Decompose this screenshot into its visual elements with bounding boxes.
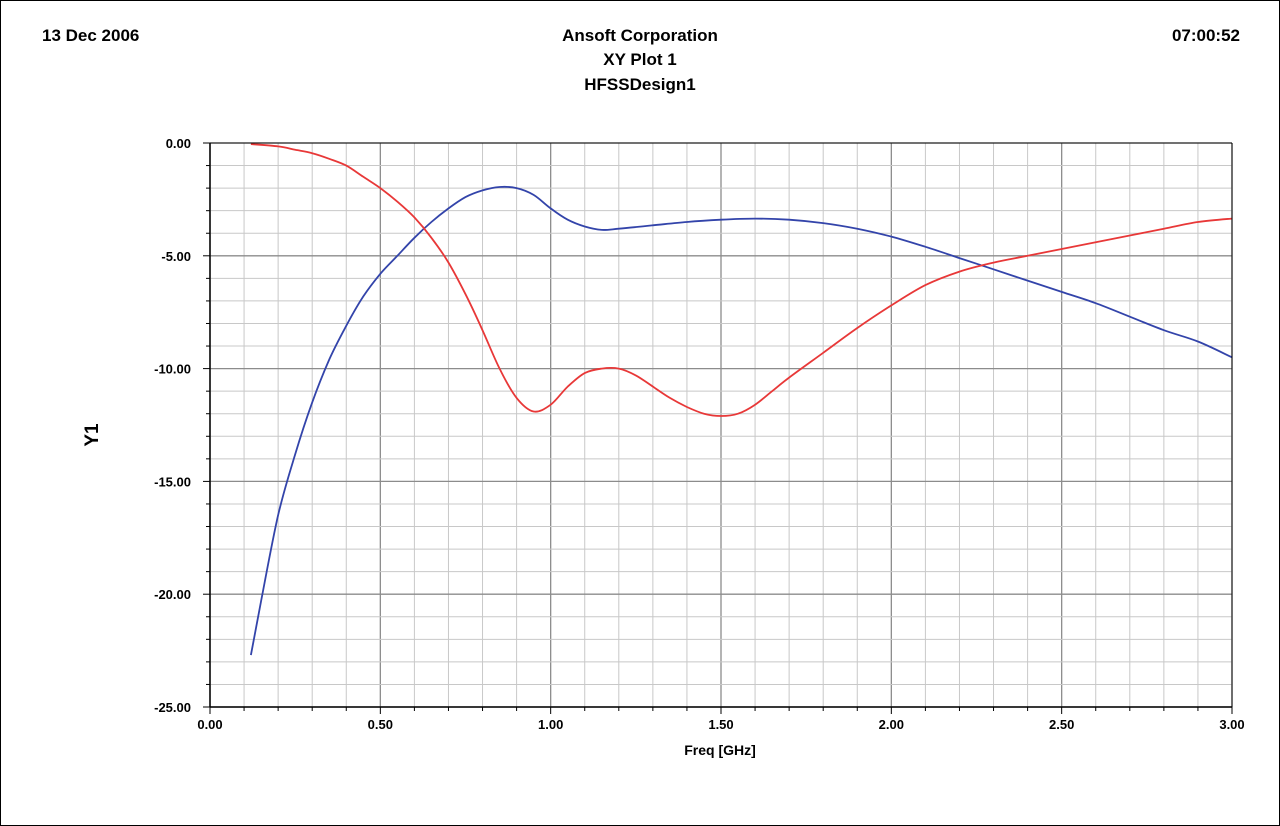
y-tick-label: -5.00	[161, 249, 191, 264]
plot-title: XY Plot 1	[603, 50, 677, 69]
y-tick-label: -20.00	[154, 587, 191, 602]
axes: 0.00 0.50 1.00 1.50 2.00 2.50 3.00 0.00 -5.00 -10…	[154, 136, 1245, 732]
x-tick-label: 1.00	[538, 717, 563, 732]
report-date: 13 Dec 2006	[42, 26, 140, 45]
x-tick-label: 0.50	[368, 717, 393, 732]
series-line-1	[250, 185, 1233, 656]
report-time: 07:00:52	[1171, 26, 1240, 45]
x-axis-title: Freq [GHz]	[684, 742, 756, 758]
grid	[209, 142, 1233, 708]
y-tick-label: 0.00	[166, 136, 191, 151]
y-tick-label: -15.00	[154, 474, 191, 489]
series-layer	[250, 143, 1233, 656]
x-tick-label: 1.50	[708, 717, 733, 732]
x-tick-label: 0.00	[197, 717, 222, 732]
y-tick-label: -10.00	[154, 362, 191, 377]
y-tick-label: -25.00	[154, 700, 191, 715]
series-line-2	[250, 143, 1233, 417]
y-axis-title: Y1	[82, 423, 103, 447]
design-name: HFSSDesign1	[584, 75, 696, 94]
company-name: Ansoft Corporation	[562, 26, 718, 45]
x-tick-label: 2.50	[1049, 717, 1074, 732]
x-tick-label: 3.00	[1219, 717, 1244, 732]
x-tick-label: 2.00	[879, 717, 904, 732]
